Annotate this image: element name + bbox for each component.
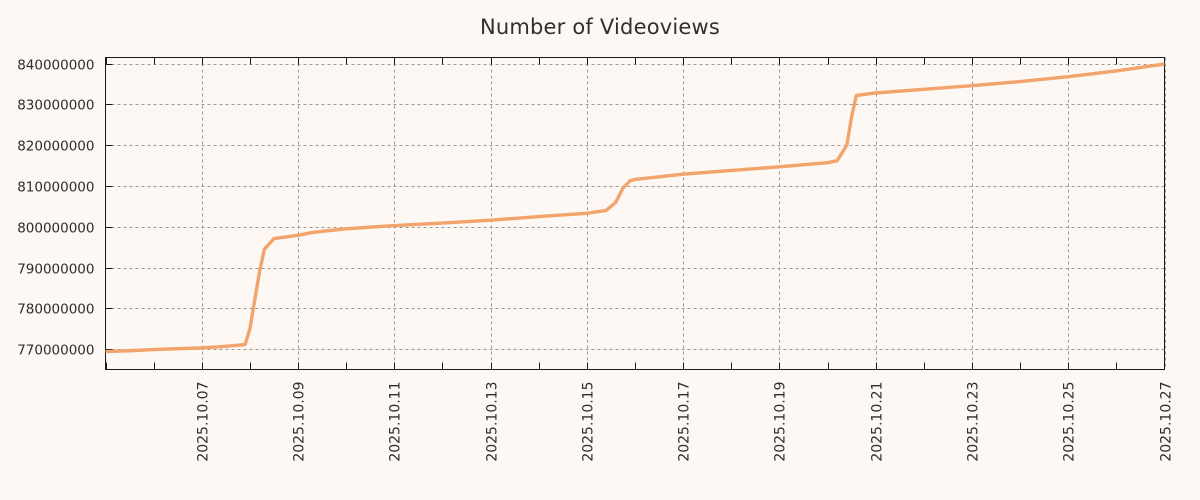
plot-frame [104,56,1166,371]
y-tick-label: 840000000 [17,58,94,74]
x-tick-label: 2025.10.15 [581,382,597,462]
y-gridlines [105,64,1165,350]
y-tick-label: 790000000 [17,262,94,278]
x-tick-label: 2025.10.25 [1062,382,1078,462]
y-tick-label: 810000000 [17,180,94,196]
y-tick-label: 770000000 [17,343,94,359]
x-tick-label: 2025.10.07 [196,382,212,462]
x-tick-label: 2025.10.11 [388,382,404,462]
x-tick-label: 2025.10.27 [1159,382,1175,462]
chart-title: Number of Videoviews [479,15,721,39]
y-tick-label: 780000000 [17,302,94,318]
x-tick-label: 2025.10.21 [870,382,886,462]
x-tick-label: 2025.10.13 [485,382,501,462]
x-tick-label: 2025.10.19 [773,382,789,462]
y-tick-label: 800000000 [17,221,94,237]
x-tick-marks [105,57,1118,370]
x-tick-label: 2025.10.23 [966,382,982,462]
series-line-videoviews [105,62,1165,354]
y-tick-marks [105,63,113,351]
x-tick-label: 2025.10.09 [292,382,308,462]
x-tick-label: 2025.10.17 [677,382,693,462]
y-tick-label: 820000000 [17,139,94,155]
x-tick-labels: 2025.10.07 2025.10.09 2025.10.11 2025.10.13… [196,382,1175,462]
y-tick-label: 830000000 [17,98,94,114]
y-tick-labels: 770000000 780000000 790000000 800000000 8100… [17,58,94,359]
